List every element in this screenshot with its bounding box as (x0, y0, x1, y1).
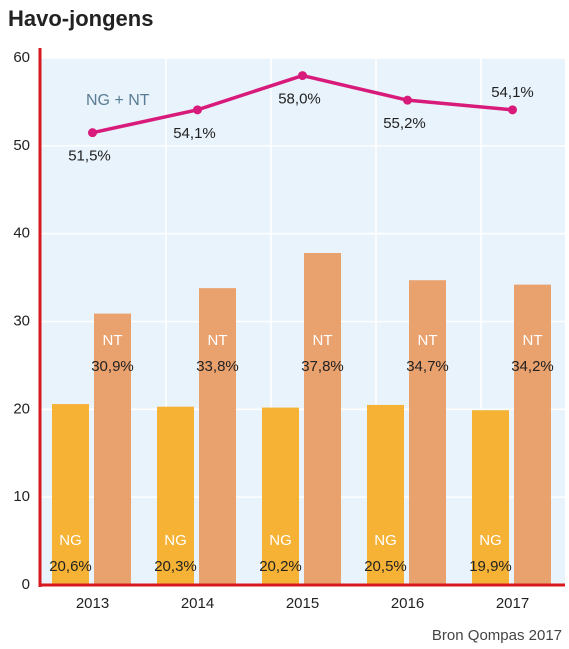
bar-series-label: NG (59, 532, 82, 549)
y-tick-label: 0 (22, 576, 30, 593)
bar-series-label: NT (418, 332, 438, 349)
bar (304, 252, 341, 586)
bar-series-label: NT (313, 332, 333, 349)
source: Bron Qompas 2017 (432, 627, 562, 644)
bar (514, 284, 551, 585)
data-label: 20,3% (154, 558, 197, 575)
bar-series-label: NT (103, 332, 123, 349)
y-tick-label: 50 (13, 137, 30, 154)
line-point (193, 105, 202, 115)
bar-series-label: NT (208, 332, 228, 349)
bar (52, 404, 89, 585)
data-label: 34,2% (511, 358, 554, 375)
chart-title: Havo-jongens (8, 6, 153, 31)
data-label: 33,8% (196, 358, 239, 375)
line-label: 55,2% (383, 115, 426, 132)
bar-series-label: NG (269, 532, 292, 549)
x-tick-label: 2013 (76, 595, 109, 612)
bar-series-label: NG (479, 532, 502, 549)
data-label: 20,2% (259, 558, 302, 575)
data-label: 20,5% (364, 558, 407, 575)
bar (94, 313, 131, 585)
bar (199, 288, 236, 585)
line-point (508, 105, 517, 115)
bar-series-label: NG (164, 532, 187, 549)
bar (409, 280, 446, 585)
y-tick-label: 60 (13, 49, 30, 66)
bar-series-label: NT (523, 332, 543, 349)
line-label: 54,1% (491, 84, 534, 101)
data-label: 37,8% (301, 358, 344, 375)
bar (367, 404, 404, 585)
y-tick-label: 20 (13, 400, 30, 417)
x-tick-label: 2015 (286, 595, 319, 612)
x-tick-label: 2014 (181, 595, 214, 612)
line-point (403, 95, 412, 105)
x-tick-label: 2016 (391, 595, 424, 612)
bar (157, 406, 194, 585)
line-point (88, 128, 97, 138)
bar (262, 407, 299, 585)
line-label: 54,1% (173, 125, 216, 142)
line-label: 51,5% (68, 148, 111, 165)
bar-series-label: NG (374, 532, 397, 549)
y-tick-label: 30 (13, 312, 30, 329)
line-name: NG + NT (86, 92, 150, 109)
data-label: 34,7% (406, 358, 449, 375)
x-tick-label: 2017 (496, 595, 529, 612)
data-label: 30,9% (91, 358, 134, 375)
data-label: 20,6% (49, 558, 92, 575)
y-tick-label: 40 (13, 225, 30, 242)
bar (472, 410, 509, 585)
y-tick-label: 10 (13, 488, 30, 505)
data-label: 19,9% (469, 558, 512, 575)
line-point (298, 71, 307, 81)
line-label: 58,0% (278, 91, 321, 108)
